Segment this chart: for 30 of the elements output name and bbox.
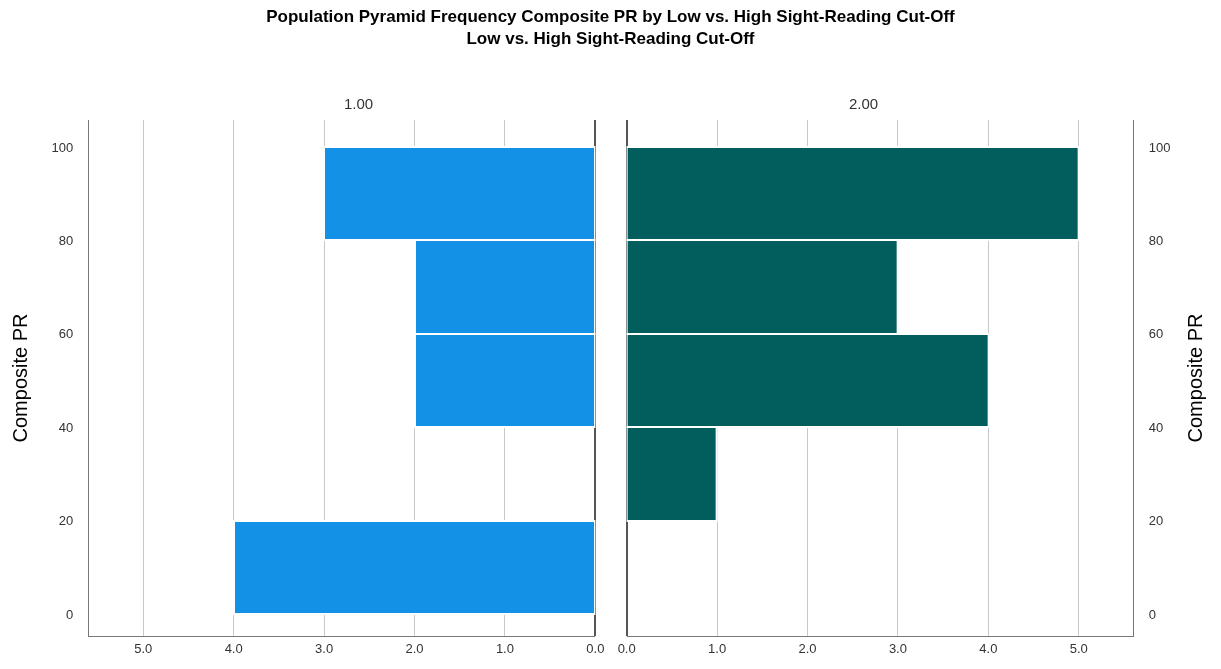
y-tick-label: 0: [1148, 606, 1156, 622]
x-tick-label: 4.0: [224, 640, 243, 656]
y-tick-label: 40: [58, 419, 74, 435]
y-axis-title: Composite PR: [9, 313, 32, 443]
y-tick-label: 80: [58, 233, 74, 249]
y-tick-label: 60: [1148, 326, 1164, 342]
x-tick-label: 0.0: [617, 640, 636, 656]
x-tick-label: 3.0: [315, 640, 334, 656]
y-tick-label: 100: [51, 139, 74, 155]
y-tick-label: 0: [66, 606, 74, 622]
y-tick-label: 40: [1148, 419, 1164, 435]
x-tick-label: 5.0: [1069, 640, 1088, 656]
y-tick-label: 20: [58, 513, 74, 529]
x-tick-label: 1.0: [708, 640, 727, 656]
y-tick-label: 60: [58, 326, 74, 342]
y-tick-label: 20: [1148, 513, 1164, 529]
y-tick-label: 80: [1148, 233, 1164, 249]
x-tick-label: 2.0: [798, 640, 817, 656]
y-tick-label: 100: [1148, 139, 1171, 155]
text: 2.00: [849, 95, 879, 112]
x-tick-label: 1.0: [495, 640, 514, 656]
x-tick-label: 3.0: [888, 640, 907, 656]
chart-title: Population Pyramid Frequency Composite PR by Low vs. High Sight-Reading Cut-Off: [266, 7, 956, 26]
text: 1.00: [344, 95, 374, 112]
x-tick-label: 5.0: [134, 640, 153, 656]
x-tick-label: 2.0: [405, 640, 424, 656]
y-axis-title: Composite PR: [1183, 313, 1206, 443]
x-tick-label: 4.0: [979, 640, 998, 656]
x-tick-label: 0.0: [586, 640, 605, 656]
chart-subtitle: Low vs. High Sight-Reading Cut-Off: [466, 29, 755, 49]
